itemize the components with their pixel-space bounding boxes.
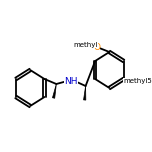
Polygon shape	[84, 86, 86, 100]
Text: NH: NH	[64, 76, 78, 85]
Polygon shape	[52, 84, 56, 98]
Text: O: O	[93, 43, 100, 52]
Text: methyl: methyl	[73, 42, 98, 48]
Text: methyl5: methyl5	[123, 78, 152, 84]
